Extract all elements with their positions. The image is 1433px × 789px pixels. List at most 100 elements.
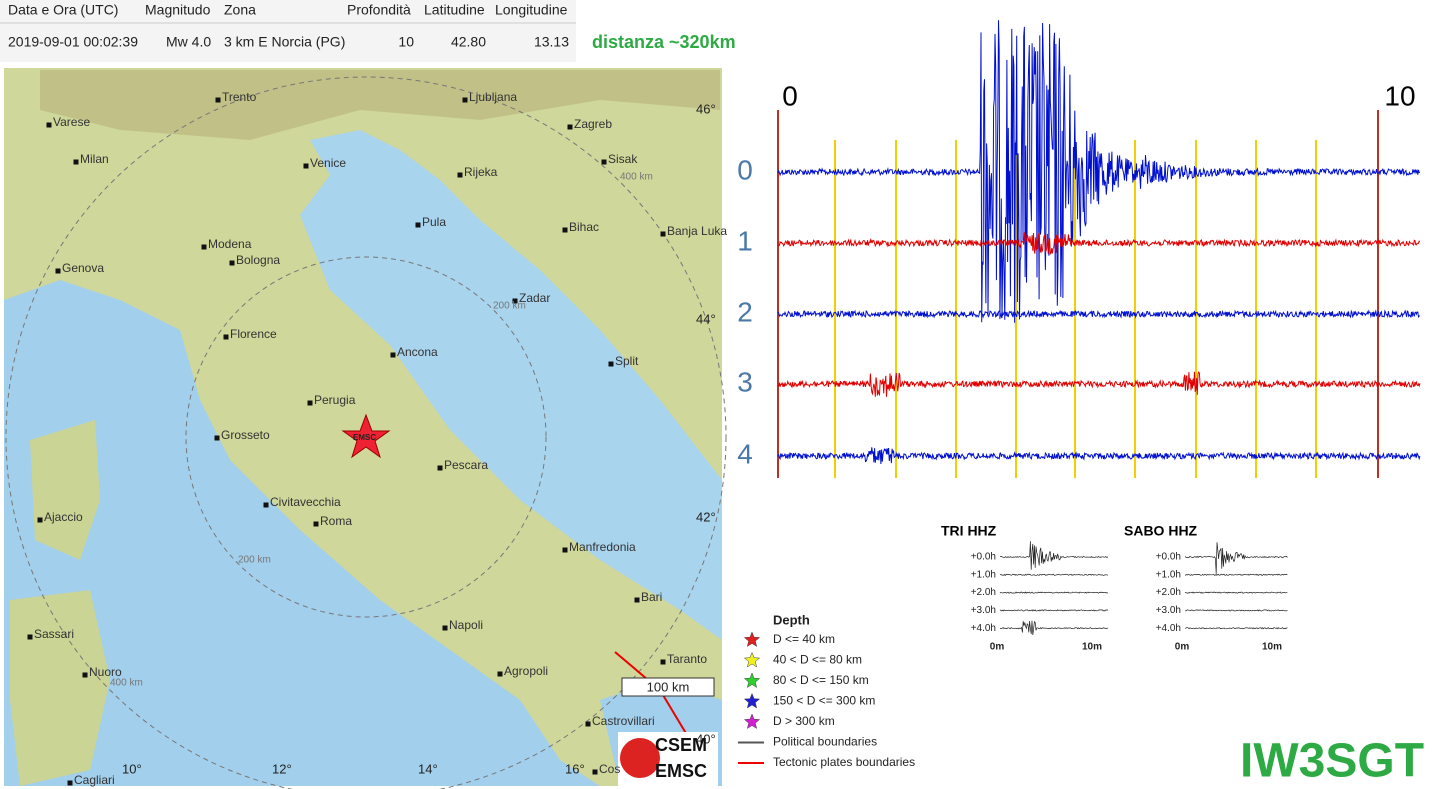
mini-trace — [999, 620, 1109, 636]
city-dot — [307, 400, 313, 406]
city-dot — [462, 97, 468, 103]
city-label: Agropoli — [504, 664, 548, 678]
legend-star — [743, 672, 761, 689]
row-label: 0 — [737, 154, 753, 185]
corsica — [30, 420, 100, 560]
city-dot — [634, 597, 640, 603]
city-dot — [592, 769, 598, 775]
mini-trace — [1184, 627, 1288, 630]
row-label: 4 — [737, 438, 753, 469]
table-header: Data e Ora (UTC) — [8, 2, 118, 18]
mini-row: +0.0h — [971, 552, 996, 563]
scale-box — [621, 677, 715, 697]
lat-label: 42° — [696, 509, 716, 524]
city-dot — [82, 672, 88, 678]
distance-label: 400 km — [620, 172, 653, 183]
city-dot — [55, 268, 61, 274]
city-dot — [608, 361, 614, 367]
mini-x-label: 10m — [1082, 642, 1102, 653]
mini-row: +4.0h — [971, 623, 996, 634]
lat-label: 40° — [696, 731, 716, 746]
mini-title: TRI HHZ — [941, 523, 997, 539]
city-label: Taranto — [667, 652, 707, 666]
city-label: Zagreb — [574, 117, 612, 131]
trace — [777, 447, 1421, 465]
mini-row: +0.0h — [1156, 552, 1181, 563]
distance-note: distanza ~320km — [592, 32, 736, 52]
city-label: Roma — [320, 514, 352, 528]
city-label: Cagliari — [74, 773, 115, 787]
city-label: Ajaccio — [44, 510, 83, 524]
city-label: Florence — [230, 327, 277, 341]
city-dot — [214, 435, 220, 441]
city-label: Bologna — [236, 253, 280, 267]
map — [4, 68, 727, 789]
trace — [777, 309, 1421, 319]
city-dot — [415, 222, 421, 228]
city-dot — [37, 517, 43, 523]
ring-400 — [5, 76, 727, 789]
city-dot — [562, 227, 568, 233]
mini-trace — [1184, 573, 1288, 576]
row-label: 1 — [737, 225, 753, 256]
city-label: Rijeka — [464, 165, 498, 179]
city-label: Ljubljana — [469, 90, 517, 104]
lat-label: 46° — [696, 101, 716, 116]
table-header: Latitudine — [424, 2, 485, 18]
city-label: Zadar — [519, 291, 550, 305]
legend-star — [743, 713, 761, 730]
city-dot — [585, 721, 591, 727]
table-header: Longitudine — [495, 2, 568, 18]
legend-label: 80 < D <= 150 km — [773, 673, 869, 687]
distance-label: 400 km — [110, 678, 143, 689]
city-label: Pula — [422, 215, 446, 229]
city-dot — [229, 260, 235, 266]
city-dot — [601, 159, 607, 165]
city-dot — [660, 659, 666, 665]
legend-star — [743, 692, 761, 709]
city-label: Manfredonia — [569, 540, 636, 554]
table-cell: 3 km E Norcia (PG) — [224, 34, 345, 50]
table-cell: 13.13 — [534, 34, 569, 50]
logo-globe — [620, 738, 660, 778]
city-label: Civitavecchia — [270, 495, 341, 509]
city-label: Varese — [53, 115, 90, 129]
city-label: Sassari — [34, 627, 74, 641]
city-label: Cos — [599, 762, 620, 776]
lon-label: 10° — [122, 761, 142, 776]
city-dot — [562, 547, 568, 553]
distance-label: 200 km — [493, 301, 526, 312]
table-cell: 10 — [398, 34, 414, 50]
city-label: Perugia — [314, 393, 356, 407]
city-label: Banja Luka — [667, 224, 727, 238]
mini-row: +4.0h — [1156, 623, 1181, 634]
mini-row: +1.0h — [971, 569, 996, 580]
logo-text: EMSC — [655, 761, 707, 781]
trace — [777, 20, 1421, 323]
legend-label: D <= 40 km — [773, 632, 835, 646]
legend-label: 40 < D <= 80 km — [773, 653, 862, 667]
trace — [777, 232, 1421, 255]
ring-200 — [185, 256, 547, 618]
city-dot — [313, 521, 319, 527]
lat-label: 44° — [696, 311, 716, 326]
city-dot — [46, 122, 52, 128]
table-header: Zona — [224, 2, 256, 18]
city-label: Venice — [310, 156, 346, 170]
seis-start: 0 — [782, 80, 798, 111]
legend-label: D > 300 km — [773, 714, 835, 728]
trace — [777, 371, 1421, 397]
city-label: Napoli — [449, 618, 483, 632]
mini-row: +2.0h — [971, 587, 996, 598]
city-dot — [67, 780, 73, 786]
city-dot — [437, 465, 443, 471]
city-label: Modena — [208, 237, 252, 251]
epicenter-label: EMSC — [353, 433, 376, 442]
city-dot — [497, 671, 503, 677]
city-dot — [442, 625, 448, 631]
mini-x-label: 0m — [1175, 642, 1190, 653]
city-label: Milan — [80, 152, 109, 166]
legend-label: Tectonic plates boundaries — [773, 755, 915, 769]
mini-x-label: 0m — [990, 642, 1005, 653]
